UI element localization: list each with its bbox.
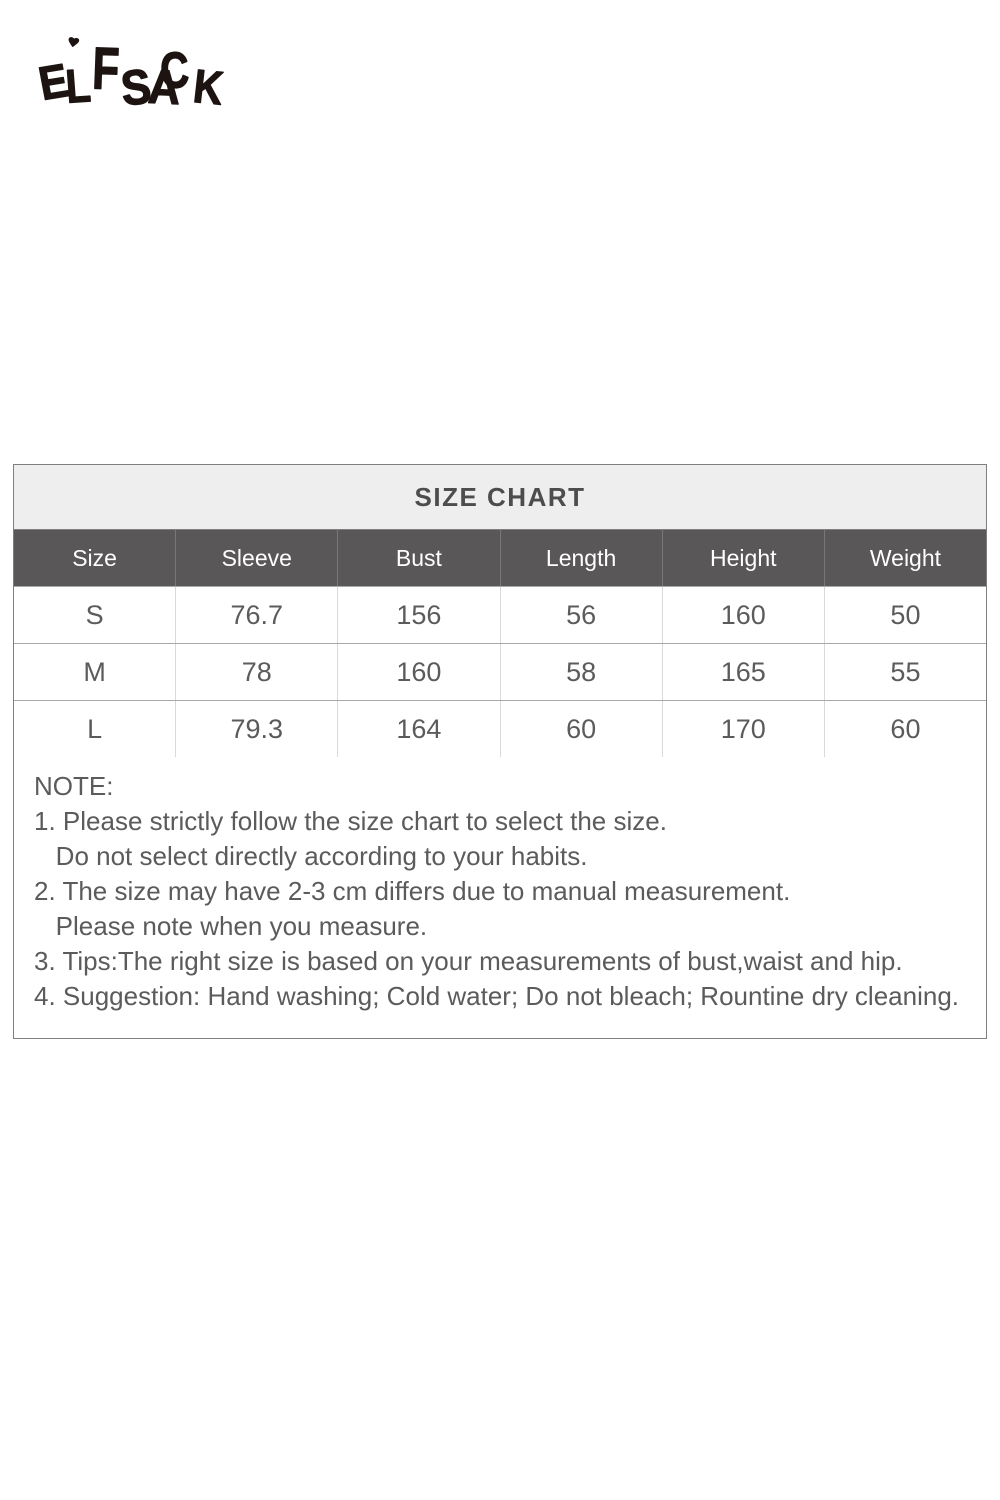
svg-text:F: F xyxy=(91,36,120,103)
svg-text:L: L xyxy=(64,59,93,107)
svg-text:K: K xyxy=(191,60,226,108)
svg-text:C: C xyxy=(159,41,191,99)
